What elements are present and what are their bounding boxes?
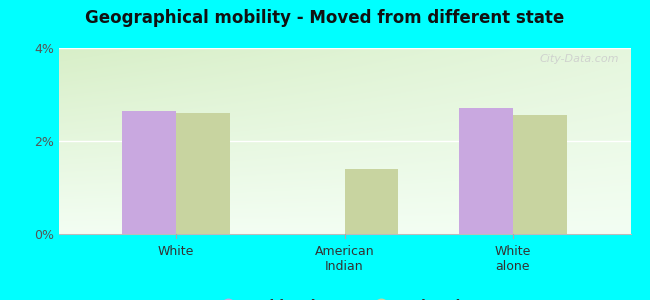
Text: Geographical mobility - Moved from different state: Geographical mobility - Moved from diffe… (85, 9, 565, 27)
Bar (459, 108, 513, 234)
Text: City-Data.com: City-Data.com (540, 54, 619, 64)
Bar (176, 113, 230, 234)
Bar (344, 169, 398, 234)
Bar (122, 111, 176, 234)
Legend: Hubbard, NE, Nebraska: Hubbard, NE, Nebraska (209, 293, 480, 300)
Bar (513, 116, 567, 234)
